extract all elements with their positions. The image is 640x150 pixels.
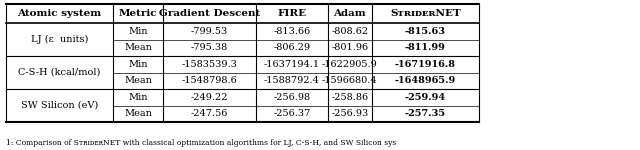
Text: -249.22: -249.22 xyxy=(191,93,228,102)
Text: -799.53: -799.53 xyxy=(191,27,228,36)
Text: Min: Min xyxy=(128,60,148,69)
Text: C-S-H (kcal/mol): C-S-H (kcal/mol) xyxy=(19,68,101,77)
Text: -815.63: -815.63 xyxy=(405,27,446,36)
Text: -1596680.4: -1596680.4 xyxy=(322,76,378,85)
Text: Metric: Metric xyxy=(119,9,157,18)
Text: -258.86: -258.86 xyxy=(331,93,368,102)
Text: -1583539.3: -1583539.3 xyxy=(182,60,237,69)
Text: -1548798.6: -1548798.6 xyxy=(182,76,237,85)
Text: -1588792.4: -1588792.4 xyxy=(264,76,320,85)
Text: Mean: Mean xyxy=(124,76,152,85)
Text: -806.29: -806.29 xyxy=(273,43,310,52)
Text: Gradient Descent: Gradient Descent xyxy=(159,9,260,18)
Text: -257.35: -257.35 xyxy=(405,109,446,118)
Text: LJ (ε  units): LJ (ε units) xyxy=(31,35,88,44)
Text: -811.99: -811.99 xyxy=(405,43,446,52)
Text: 1: Comparison of SᴛʀɪᴅᴇʀNET with classical optimization algorithms for LJ, C-S-H: 1: Comparison of SᴛʀɪᴅᴇʀNET with classic… xyxy=(6,139,396,147)
Text: -1671916.8: -1671916.8 xyxy=(395,60,456,69)
Text: -795.38: -795.38 xyxy=(191,43,228,52)
Text: -256.93: -256.93 xyxy=(331,109,369,118)
Text: -256.37: -256.37 xyxy=(273,109,310,118)
Text: Mean: Mean xyxy=(124,43,152,52)
Text: -808.62: -808.62 xyxy=(331,27,368,36)
Text: -1637194.1: -1637194.1 xyxy=(264,60,320,69)
Text: Min: Min xyxy=(128,93,148,102)
Text: Atomic system: Atomic system xyxy=(17,9,102,18)
Text: -259.94: -259.94 xyxy=(405,93,446,102)
Text: FIRE: FIRE xyxy=(277,9,307,18)
Text: -801.96: -801.96 xyxy=(331,43,368,52)
Text: SW Silicon (eV): SW Silicon (eV) xyxy=(21,101,99,110)
Text: Adam: Adam xyxy=(333,9,366,18)
Text: -247.56: -247.56 xyxy=(191,109,228,118)
Text: Mean: Mean xyxy=(124,109,152,118)
Text: SᴛʀɪᴅᴇʀNET: SᴛʀɪᴅᴇʀNET xyxy=(390,9,461,18)
Text: -813.66: -813.66 xyxy=(273,27,310,36)
Text: -1648965.9: -1648965.9 xyxy=(395,76,456,85)
Text: Min: Min xyxy=(128,27,148,36)
Text: -256.98: -256.98 xyxy=(273,93,310,102)
Text: -1622905.9: -1622905.9 xyxy=(322,60,378,69)
